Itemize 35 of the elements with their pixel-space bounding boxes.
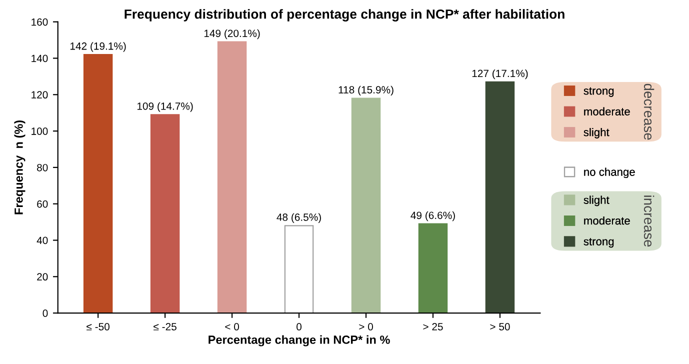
text: increase xyxy=(644,196,654,247)
x-tick-label: 0 xyxy=(296,323,302,330)
y-tick-label: 0 xyxy=(42,310,48,317)
y-tick-label: 100 xyxy=(32,128,48,135)
x-tick-label: > 25 xyxy=(423,323,443,330)
x-tick-label: > 0 xyxy=(359,323,373,330)
y-tick-label: 40 xyxy=(36,236,48,244)
x-axis-title: Percentage change in NCP* in % xyxy=(208,335,390,346)
y-axis-title: Frequency n (%) xyxy=(14,120,26,214)
legend-label: moderate xyxy=(584,107,630,116)
x-tick-label: ≤ -25 xyxy=(154,323,176,330)
x-tick-label: ≤ -50 xyxy=(86,323,110,330)
y-tick-label: 20 xyxy=(37,273,48,281)
x-tick-label: > 50 xyxy=(490,323,510,330)
text: 142 (19.1%) xyxy=(70,42,126,52)
legend-label: strong xyxy=(584,87,614,97)
x-tick-label: < 0 xyxy=(225,323,240,330)
text: 118 (15.9%) xyxy=(338,86,394,96)
legend-label: moderate xyxy=(584,216,630,225)
text: 49 (6.6%) xyxy=(410,211,455,222)
y-tick-label: 140 xyxy=(32,54,48,62)
text: 149 (20.1%) xyxy=(204,29,260,40)
y-tick-label: 80 xyxy=(37,164,48,172)
legend-label: slight xyxy=(584,196,610,206)
legend-label: no change xyxy=(584,168,635,178)
text: 109 (14.7%) xyxy=(137,102,193,112)
legend-label: slight xyxy=(584,128,610,138)
chart-title: Frequency distribution of percentage change in NCP* after habilitation xyxy=(124,9,564,22)
text: decrease xyxy=(644,84,654,140)
y-tick-label: 120 xyxy=(32,91,48,99)
legend-label: strong xyxy=(584,238,614,248)
text: 48 (6.5%) xyxy=(276,213,321,223)
y-tick-label: 60 xyxy=(37,200,48,208)
text: 127 (17.1%) xyxy=(472,69,528,80)
y-tick-label: 160 xyxy=(32,18,48,26)
